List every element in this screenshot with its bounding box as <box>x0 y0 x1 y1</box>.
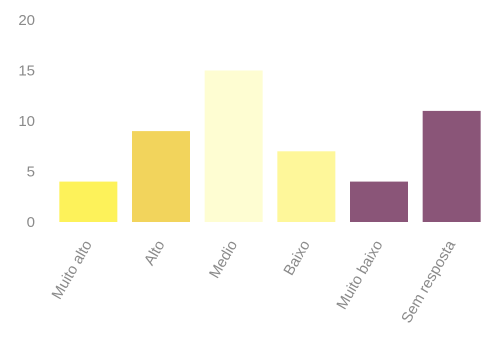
y-tick-label: 20 <box>18 12 35 29</box>
bars <box>59 70 481 222</box>
x-tick-label: Sem resposta <box>398 237 459 326</box>
x-tick-label: Baixo <box>280 238 313 279</box>
bar <box>132 131 190 222</box>
y-tick-label: 15 <box>18 63 35 80</box>
x-axis: Muito alto Alto Medio Baixo Muito baixo Sem r… <box>49 237 460 326</box>
bar <box>422 110 481 222</box>
bar <box>204 70 263 222</box>
x-tick-label: Medio <box>206 238 241 282</box>
bar <box>59 181 118 222</box>
bar <box>277 151 336 222</box>
y-tick-label: 0 <box>27 214 35 231</box>
y-tick-label: 10 <box>18 113 35 130</box>
x-tick-label: Alto <box>141 238 169 269</box>
y-tick-label: 5 <box>27 164 35 181</box>
y-axis: 0 5 10 15 20 <box>18 12 35 231</box>
bar <box>350 181 408 222</box>
x-tick-label: Muito baixo <box>333 238 386 313</box>
x-tick-label: Muito alto <box>49 238 96 303</box>
